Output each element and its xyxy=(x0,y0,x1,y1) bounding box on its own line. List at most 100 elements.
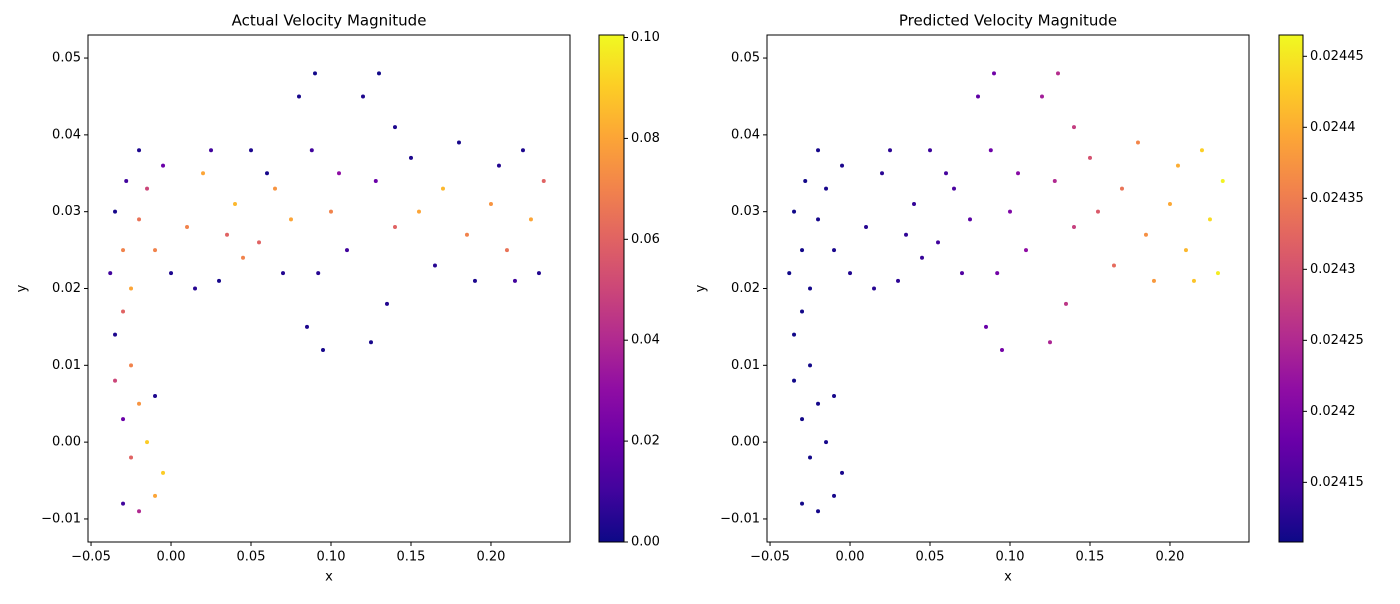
scatter-point xyxy=(201,171,206,176)
x-tick-label: 0.10 xyxy=(317,550,346,565)
scatter-point xyxy=(185,225,190,230)
y-tick-label: 0.03 xyxy=(731,204,760,219)
scatter-point xyxy=(309,148,314,153)
plot-frame xyxy=(766,34,1250,543)
x-tick-label: 0.05 xyxy=(237,550,266,565)
y-tick-label: 0.02 xyxy=(52,281,81,296)
scatter-point xyxy=(800,248,805,253)
scatter-point xyxy=(384,301,389,306)
scatter-point xyxy=(792,209,797,214)
scatter-point xyxy=(137,509,142,514)
scatter-point xyxy=(504,248,509,253)
scatter-point xyxy=(896,278,901,283)
colorbar-tick-label: 0.0244 xyxy=(1310,120,1356,135)
colorbar-tick-label: 0.04 xyxy=(631,333,660,348)
scatter-point xyxy=(800,309,805,314)
scatter-point xyxy=(124,178,129,183)
x-tick-label: 0.00 xyxy=(157,550,186,565)
scatter-point xyxy=(432,263,437,268)
scatter-point xyxy=(456,140,461,145)
scatter-point xyxy=(265,171,270,176)
scatter-point xyxy=(121,309,126,314)
scatter-point xyxy=(145,186,150,191)
y-tick-label: 0.04 xyxy=(52,127,81,142)
scatter-point xyxy=(792,378,797,383)
x-tick-label: 0.05 xyxy=(916,550,945,565)
scatter-point xyxy=(153,493,158,498)
scatter-point xyxy=(960,271,965,276)
scatter-point xyxy=(488,202,493,206)
scatter-point xyxy=(888,148,893,153)
scatter-point xyxy=(976,94,981,99)
scatter-point xyxy=(824,186,829,191)
scatter-point xyxy=(145,440,150,445)
scatter-point xyxy=(995,271,1000,276)
scatter-point xyxy=(321,347,326,352)
scatter-point xyxy=(328,209,333,214)
y-tick-label: 0.00 xyxy=(731,435,760,450)
scatter-point xyxy=(376,71,381,76)
scatter-point xyxy=(161,470,166,475)
scatter-point xyxy=(113,378,118,383)
y-axis-label: y xyxy=(694,284,709,292)
scatter-point xyxy=(1215,271,1220,276)
scatter-point xyxy=(373,178,378,183)
y-tick-label: 0.05 xyxy=(52,51,81,66)
scatter-point xyxy=(217,278,222,283)
y-tick-label: 0.05 xyxy=(731,51,760,66)
scatter-point xyxy=(1143,232,1148,237)
colorbar-tick-label: 0.02445 xyxy=(1310,49,1364,64)
scatter-point xyxy=(233,202,238,206)
colorbar-tick-label: 0.02425 xyxy=(1310,333,1364,348)
y-tick-label: 0.01 xyxy=(731,358,760,373)
scatter-point xyxy=(137,401,142,406)
scatter-point xyxy=(129,455,134,460)
colorbar-tick-label: 0.0242 xyxy=(1310,404,1356,419)
scatter-point xyxy=(392,125,397,130)
scatter-point xyxy=(161,163,166,168)
colorbar xyxy=(1278,34,1304,543)
colorbar-tick-label: 0.02 xyxy=(631,434,660,449)
scatter-point xyxy=(305,324,310,329)
scatter-point xyxy=(872,286,877,291)
scatter-point xyxy=(512,278,517,283)
scatter-point xyxy=(880,171,885,176)
y-tick-label: 0.00 xyxy=(52,435,81,450)
scatter-point xyxy=(1135,140,1140,145)
y-tick-label: 0.04 xyxy=(731,127,760,142)
y-tick-label: 0.01 xyxy=(52,358,81,373)
scatter-point xyxy=(289,217,294,222)
scatter-point xyxy=(1071,125,1076,130)
scatter-point xyxy=(257,240,262,245)
scatter-point xyxy=(113,332,118,337)
scatter-point xyxy=(153,248,158,253)
scatter-point xyxy=(904,232,909,237)
scatter-point xyxy=(832,394,837,399)
x-tick-label: −0.05 xyxy=(750,550,790,565)
scatter-point xyxy=(832,248,837,253)
y-tick-label: −0.01 xyxy=(720,511,760,526)
scatter-point xyxy=(912,202,917,206)
scatter-point xyxy=(1167,202,1172,206)
scatter-point xyxy=(816,217,821,222)
scatter-point xyxy=(1175,163,1180,168)
scatter-point xyxy=(416,209,421,214)
scatter-point xyxy=(1095,209,1100,214)
colorbar-tick-label: 0.08 xyxy=(631,131,660,146)
scatter-point xyxy=(808,286,813,291)
x-tick-label: 0.10 xyxy=(996,550,1025,565)
colorbar-tick-label: 0.0243 xyxy=(1310,262,1356,277)
scatter-point xyxy=(1199,148,1204,153)
x-tick-label: 0.15 xyxy=(1076,550,1105,565)
scatter-point xyxy=(496,163,501,168)
scatter-point xyxy=(1191,278,1196,283)
scatter-point xyxy=(832,493,837,498)
scatter-point xyxy=(360,94,365,99)
scatter-point xyxy=(1000,347,1005,352)
scatter-point xyxy=(792,332,797,337)
colorbar-tick-label: 0.00 xyxy=(631,535,660,550)
scatter-point xyxy=(840,470,845,475)
scatter-point xyxy=(988,148,993,153)
scatter-point xyxy=(848,271,853,276)
